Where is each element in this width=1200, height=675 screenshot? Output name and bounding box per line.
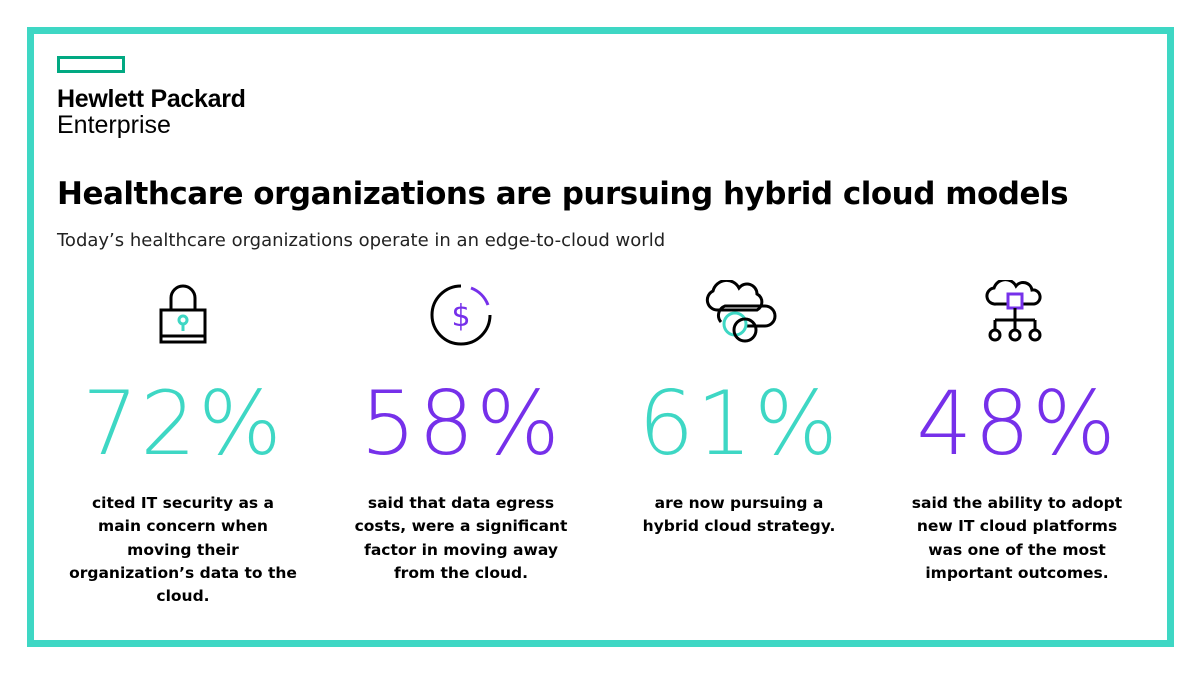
cloud-network-icon	[985, 280, 1042, 342]
stat-it-security: 72% cited IT security as a main concern …	[58, 280, 308, 608]
stat-description: said that data egress costs, were a sign…	[354, 494, 568, 582]
hybrid-cloud-icon	[705, 280, 777, 343]
stat-description: said the ability to adopt new IT cloud p…	[911, 494, 1123, 582]
infographic-frame	[27, 27, 1174, 647]
dollar-circle-icon: $	[430, 284, 492, 346]
stat-cloud-platforms: 48% said the ability to adopt new IT clo…	[892, 280, 1142, 585]
stat-description: cited IT security as a main concern when…	[69, 494, 297, 605]
svg-text:$: $	[451, 299, 470, 334]
stat-data-egress: $ 58% said that data egress costs, were …	[336, 280, 586, 585]
hpe-logo: Hewlett Packard Enterprise	[57, 86, 246, 139]
stat-value: 61%	[638, 372, 840, 475]
logo-name-line2: Enterprise	[57, 111, 171, 140]
page-title: Healthcare organizations are pursuing hy…	[57, 176, 1069, 212]
stat-value: 72%	[82, 372, 284, 475]
logo-name-line1: Hewlett Packard	[57, 85, 246, 113]
page-subtitle: Today’s healthcare organizations operate…	[57, 230, 666, 251]
hpe-logo-bar	[57, 56, 125, 73]
stat-description: are now pursuing a hybrid cloud strategy…	[642, 494, 836, 536]
stat-value: 48%	[916, 372, 1118, 475]
lock-icon	[159, 284, 207, 344]
stat-value: 58%	[360, 372, 562, 475]
stat-hybrid-cloud: 61% are now pursuing a hybrid cloud stra…	[614, 280, 864, 539]
